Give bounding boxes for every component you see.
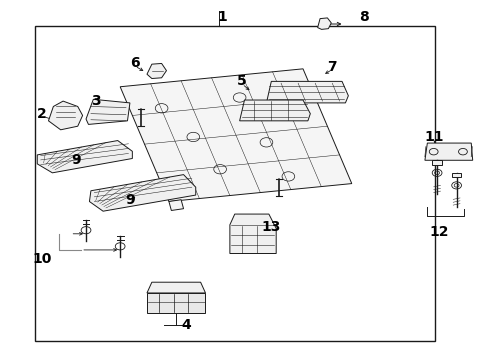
Bar: [451, 173, 461, 177]
Bar: [431, 160, 441, 165]
Text: 4: 4: [181, 318, 190, 332]
Polygon shape: [168, 200, 183, 211]
Text: 1: 1: [217, 10, 227, 24]
Bar: [35, 26, 434, 341]
Polygon shape: [89, 175, 195, 211]
Text: 13: 13: [261, 220, 281, 234]
Polygon shape: [147, 293, 205, 313]
Polygon shape: [424, 143, 472, 160]
Text: 5: 5: [237, 75, 246, 89]
Polygon shape: [86, 99, 130, 125]
Polygon shape: [48, 101, 82, 130]
Text: 9: 9: [125, 193, 135, 207]
Polygon shape: [120, 69, 351, 202]
Text: 3: 3: [91, 94, 101, 108]
Polygon shape: [147, 282, 205, 293]
Polygon shape: [147, 63, 166, 78]
Polygon shape: [239, 100, 310, 121]
Text: 7: 7: [327, 60, 336, 74]
Text: 11: 11: [424, 130, 444, 144]
Text: 12: 12: [429, 225, 448, 239]
Polygon shape: [229, 214, 276, 253]
Text: 9: 9: [71, 153, 81, 167]
Polygon shape: [266, 81, 347, 103]
Polygon shape: [37, 140, 132, 173]
Text: 8: 8: [358, 10, 368, 24]
Polygon shape: [317, 18, 330, 30]
Text: 2: 2: [37, 107, 47, 121]
Text: 10: 10: [32, 252, 52, 266]
Text: 6: 6: [130, 57, 139, 71]
